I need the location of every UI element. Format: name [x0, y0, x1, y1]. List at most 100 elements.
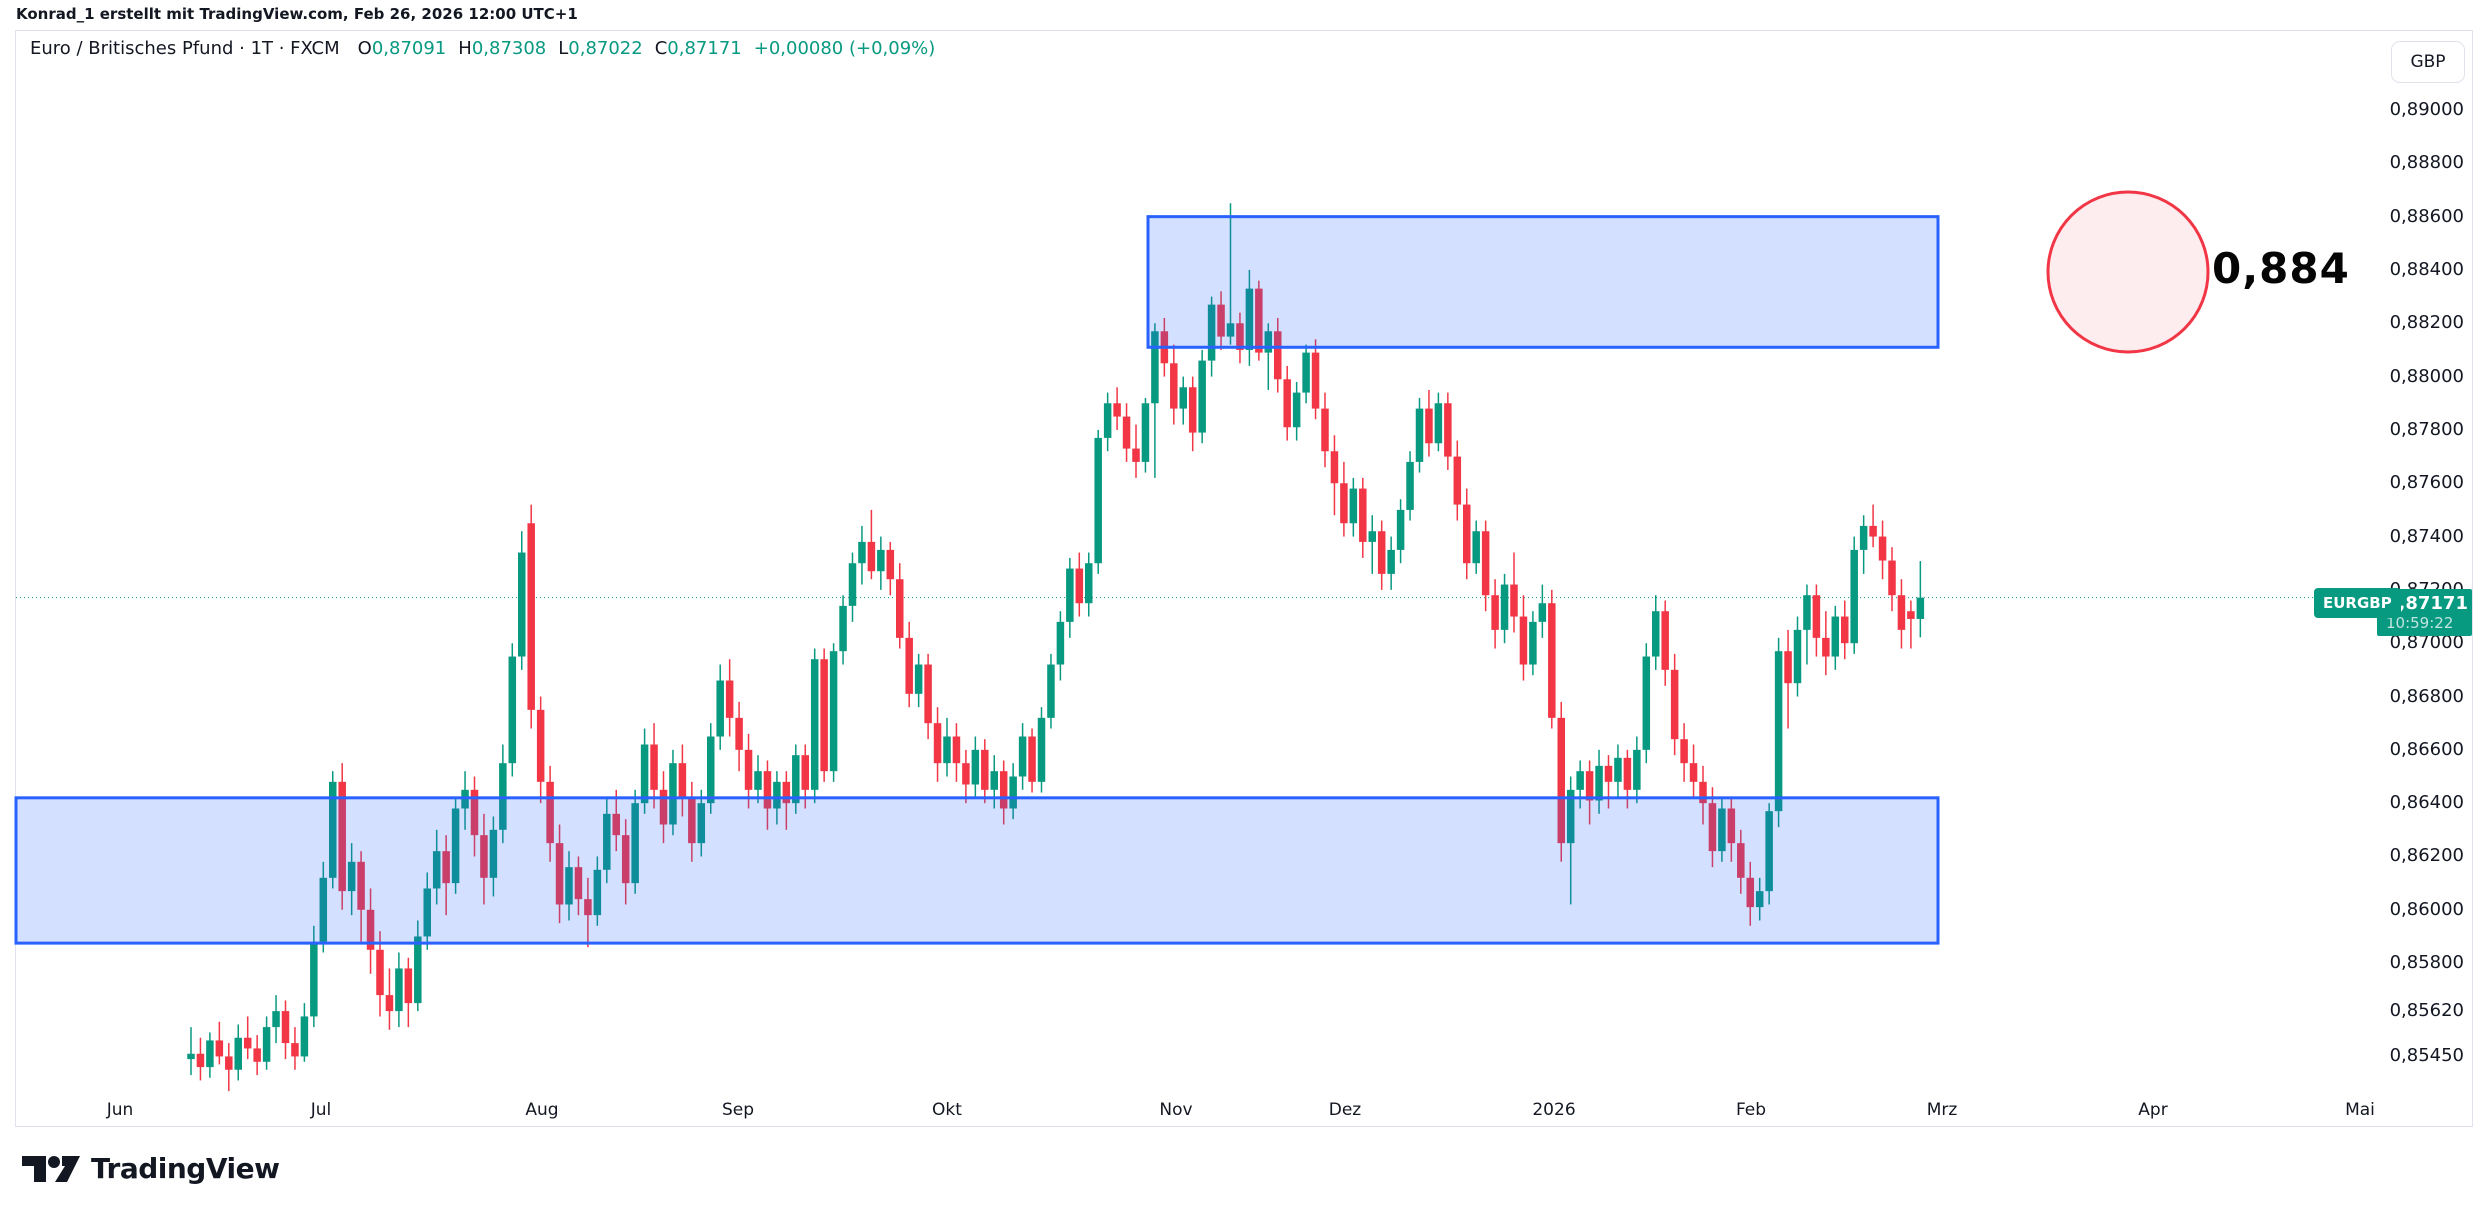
candle-body [924, 664, 932, 724]
candle-body [1500, 584, 1509, 630]
candle-body [385, 995, 394, 1012]
candle-body [886, 549, 895, 580]
candle-body [1746, 877, 1754, 908]
candle-body [1566, 789, 1575, 844]
time-tick: Jul [310, 1100, 332, 1120]
symbol-title[interactable]: Euro / Britisches Pfund · 1T · FXCM [30, 38, 340, 59]
candle-body [508, 656, 517, 764]
candle-body [1103, 403, 1112, 438]
candle-body [1274, 331, 1282, 380]
demand-zone-box[interactable] [14, 796, 1940, 945]
price-tick: 0,86800 [2389, 685, 2464, 707]
candle-body [432, 851, 441, 889]
candle-body [1425, 408, 1433, 444]
candle-body [1368, 531, 1376, 542]
price-tick: 0,88400 [2389, 258, 2464, 280]
supply-zone-box[interactable] [1146, 215, 1940, 349]
candle-body [1595, 765, 1603, 801]
ohlc-l: L0,87022 [558, 38, 643, 59]
candle-body [451, 808, 460, 884]
candle-body [640, 744, 649, 804]
candle-body [1434, 403, 1443, 444]
candle-body [1018, 736, 1027, 777]
candle-body [366, 909, 375, 950]
candle-body [1330, 451, 1339, 484]
tradingview-logo-icon [22, 1155, 80, 1182]
candle-body [1784, 651, 1792, 684]
tradingview-logo[interactable]: TradingView [22, 1152, 280, 1185]
candle-body [1614, 757, 1622, 782]
price-tick: 0,85800 [2389, 952, 2464, 974]
price-tick: 0,87400 [2389, 525, 2464, 547]
candle-body [773, 781, 781, 809]
candle-body [971, 749, 980, 785]
candle-body [1236, 323, 1244, 350]
candle-body [763, 771, 772, 809]
candle-body [574, 867, 583, 900]
candle-body [423, 888, 431, 937]
candle-body [196, 1053, 205, 1068]
candle-body [697, 803, 706, 844]
candle-body [1444, 403, 1452, 457]
candle-body [1755, 891, 1764, 908]
circle-annotation-label: 0,884 [2212, 244, 2350, 293]
candle-body [867, 541, 876, 572]
price-tick: 0,86600 [2389, 738, 2464, 760]
time-tick: Dez [1328, 1100, 1362, 1120]
candle-body [621, 835, 630, 884]
candle-body [1793, 629, 1802, 684]
candle-body [1179, 387, 1187, 409]
candle-body [981, 749, 989, 790]
candle-body [536, 709, 545, 782]
candle-body [1803, 595, 1811, 630]
price-tick: 0,85450 [2389, 1045, 2464, 1067]
candle-body [1822, 637, 1830, 657]
candle-body [1292, 392, 1301, 428]
candle-body [914, 664, 923, 694]
bar-countdown: 10:59:22 [2386, 614, 2454, 632]
candle-body [1453, 456, 1462, 505]
candle-body [1406, 461, 1414, 510]
candle-body [272, 1011, 280, 1028]
candle-body [1009, 776, 1017, 809]
time-tick: Mrz [1926, 1100, 1958, 1120]
price-tick: 0,88200 [2389, 312, 2464, 334]
candle-body [347, 861, 356, 892]
candle-body [631, 803, 639, 884]
time-tick: Feb [1735, 1100, 1767, 1120]
candle-body [527, 523, 535, 710]
candle-body [858, 541, 866, 564]
candle-body [593, 869, 602, 916]
candle-body [1066, 568, 1074, 622]
candle-body [338, 781, 346, 892]
price-tick: 0,89000 [2389, 99, 2464, 120]
candle-body [470, 789, 479, 836]
time-tick: Apr [2138, 1100, 2168, 1120]
candle-body [829, 651, 838, 772]
time-tick: Sep [721, 1100, 755, 1120]
candle-body [253, 1048, 261, 1062]
candle-body [612, 813, 620, 836]
candle-body [801, 755, 809, 790]
candle-body [376, 949, 384, 996]
candle-body [735, 717, 743, 750]
symbol-price-badge: EURGBP [2314, 588, 2401, 618]
candle-body [1907, 611, 1915, 619]
currency-button[interactable]: GBP [2391, 41, 2465, 83]
candle-body [1094, 437, 1102, 564]
candle-body [225, 1056, 233, 1070]
candle-body [943, 736, 951, 764]
candle-body [725, 680, 734, 718]
candle-body [1680, 739, 1688, 764]
candle-body [1888, 560, 1896, 596]
price-tick: 0,88000 [2389, 365, 2464, 387]
candle-body [990, 771, 998, 790]
candle-body [1699, 781, 1707, 804]
candle-body [1472, 531, 1480, 564]
candle-body [1708, 803, 1717, 852]
circle-annotation[interactable] [2046, 190, 2210, 354]
candlestick-series [187, 203, 1925, 1092]
candle-body [678, 763, 687, 798]
candle-body [291, 1043, 299, 1057]
